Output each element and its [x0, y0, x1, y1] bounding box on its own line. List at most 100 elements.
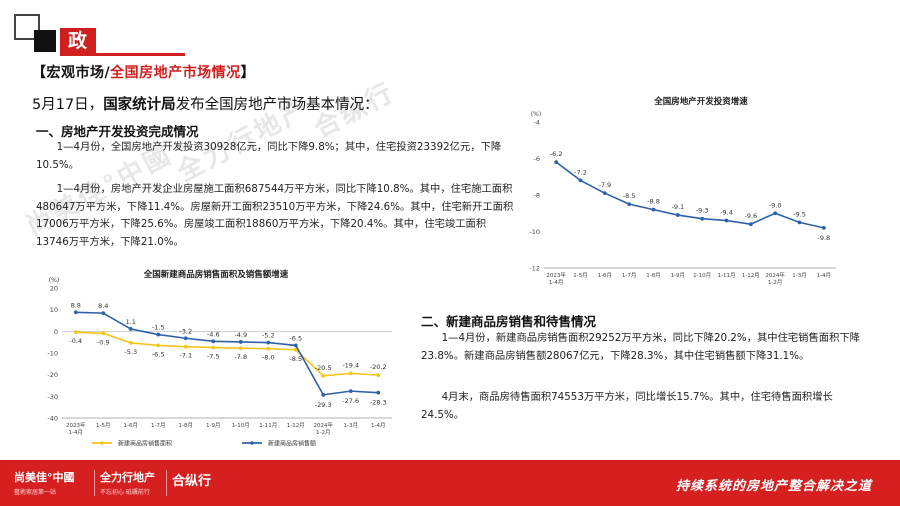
data-point — [321, 392, 326, 397]
data-label: -8.5 — [289, 355, 302, 363]
data-label: -7.5 — [207, 353, 220, 361]
data-label: -9.1 — [671, 203, 684, 211]
series-line-1 — [555, 161, 825, 229]
data-label: -8.0 — [262, 354, 275, 362]
footer-bar: 尚美佳°中國 藝術家居第一站 全力行地产 不忘初心 砥礪前行 合纵行 持续系统的… — [0, 460, 900, 506]
x-tick-label: 1-10月 — [693, 272, 711, 279]
data-point — [73, 330, 78, 335]
y-tick-label: -20 — [47, 371, 58, 379]
x-tick-label: 1-6月 — [598, 272, 612, 279]
data-point — [348, 389, 353, 394]
logo-square-fill — [34, 30, 56, 52]
data-label: -7.9 — [598, 181, 611, 189]
x-tick-label: 1-6月 — [124, 422, 138, 429]
data-label: 8.4 — [98, 302, 108, 310]
data-label: 1.1 — [126, 318, 136, 326]
footer-slogan: 持续系统的房地产整合解决之道 — [675, 479, 872, 494]
data-point — [101, 331, 106, 336]
data-label: -7.1 — [179, 352, 192, 360]
data-label: -7.2 — [574, 168, 587, 176]
x-tick-label: 1-4月 — [817, 272, 831, 279]
x-tick-label: 1-10月 — [232, 422, 250, 429]
legend-marker — [250, 441, 254, 445]
data-label: 8.8 — [71, 301, 81, 309]
footer-brand1: 尚美佳°中國 — [14, 471, 75, 484]
data-label: -9.5 — [793, 210, 806, 218]
data-point — [183, 344, 188, 349]
data-point — [321, 373, 326, 378]
section1-title: 一、房地产开发投资完成情况 — [36, 124, 199, 139]
x-tick-label: 1-3月 — [344, 422, 358, 429]
data-point — [554, 160, 559, 165]
data-label: -8.5 — [623, 192, 636, 200]
y-tick-label: -10 — [529, 228, 540, 236]
subhead-suffix: 】 — [240, 65, 256, 81]
intro-line: 5月17日，国家统计局发布全国房地产市场基本情况： — [32, 93, 379, 114]
y-tick-label: -12 — [529, 265, 540, 273]
data-point — [773, 211, 778, 216]
y-tick-label: -40 — [47, 415, 58, 423]
data-label: -9.6 — [744, 212, 757, 220]
subhead-highlight: 全国房地产市场情况 — [110, 65, 241, 81]
x-tick-label: 1-11月 — [718, 272, 736, 279]
subhead-prefix: 【宏观市场/ — [32, 65, 111, 81]
data-point — [238, 346, 243, 351]
footer-brand2-sub: 不忘初心 砥礪前行 — [100, 489, 150, 496]
x-tick-label: 2024年 1-2月 — [765, 271, 785, 286]
legend-marker — [100, 441, 104, 445]
x-tick-label: 1-7月 — [151, 422, 165, 429]
x-tick-label: 1-9月 — [671, 272, 685, 279]
y-tick-label: 20 — [50, 285, 58, 293]
data-point — [602, 191, 607, 196]
intro-agency: 国家统计局 — [103, 97, 176, 113]
data-point — [578, 178, 583, 183]
x-tick-label: 2023年 1-4月 — [546, 271, 566, 286]
x-tick-label: 1-8月 — [646, 272, 660, 279]
y-axis-unit: (%) — [531, 111, 541, 118]
data-label: -4.9 — [234, 331, 247, 339]
data-point — [376, 373, 381, 377]
x-tick-label: 1-9月 — [206, 422, 220, 429]
data-point — [293, 347, 298, 352]
x-tick-label: 1-5月 — [573, 272, 587, 279]
data-point — [651, 207, 656, 212]
data-point — [156, 343, 161, 348]
title-underline — [60, 53, 185, 56]
data-label: -20.5 — [315, 364, 332, 372]
legend-label: 新建商品房销售额 — [268, 440, 316, 448]
footer-brand2: 全力行地产 — [100, 471, 155, 484]
data-label: -6.5 — [152, 350, 165, 358]
data-label: -9.8 — [817, 234, 830, 242]
data-point — [183, 336, 188, 341]
footer-brand3: 合纵行 — [172, 474, 212, 489]
x-tick-label: 2023年 1-4月 — [66, 421, 86, 436]
data-label: -5.3 — [124, 348, 137, 356]
data-point — [376, 390, 381, 395]
footer-divider — [94, 470, 95, 496]
data-point — [238, 340, 243, 344]
data-point — [724, 218, 729, 223]
data-label: -9.3 — [696, 207, 709, 215]
data-point — [748, 222, 753, 227]
data-point — [700, 216, 705, 221]
data-label: -20.2 — [370, 363, 387, 371]
data-label: -6.2 — [550, 150, 563, 158]
x-tick-label: 1-8月 — [179, 422, 193, 429]
data-label: -29.3 — [315, 401, 332, 409]
data-point — [156, 332, 161, 337]
page-title: 政策资讯 — [60, 28, 97, 130]
data-label: -8.8 — [647, 198, 660, 206]
data-point — [627, 202, 632, 207]
x-tick-label: 1-4月 — [371, 422, 385, 429]
data-point — [821, 225, 826, 230]
y-tick-label: 0 — [54, 328, 58, 336]
data-point — [293, 343, 298, 348]
x-tick-label: 1-5月 — [96, 422, 110, 429]
y-tick-label: -6 — [534, 155, 540, 163]
data-point — [128, 327, 133, 331]
data-point — [266, 340, 271, 345]
y-tick-label: -30 — [47, 393, 58, 401]
data-label: -1.5 — [152, 324, 165, 332]
section2-title: 二、新建商品房销售和待售情况 — [421, 314, 597, 329]
data-label: -7.8 — [234, 353, 247, 361]
